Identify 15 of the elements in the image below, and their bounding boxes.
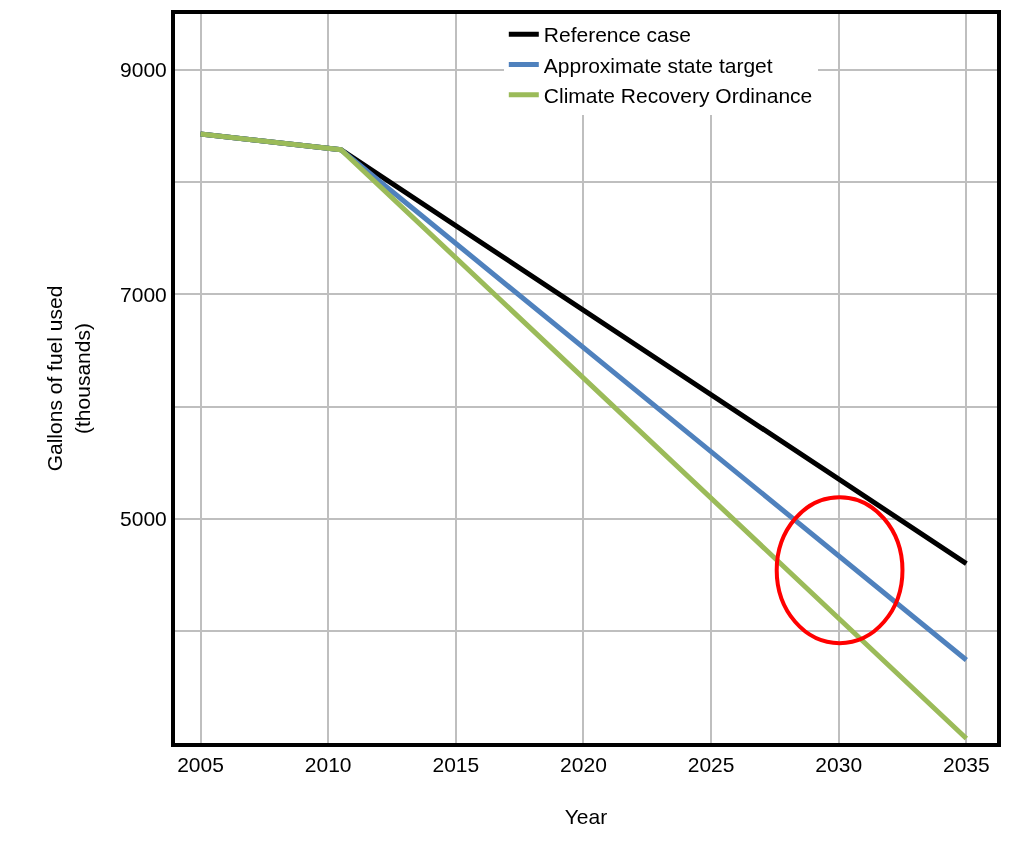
y-tick-label: 5000 — [120, 507, 167, 531]
x-axis-title: Year — [564, 804, 608, 828]
y-tick-label: 9000 — [120, 58, 167, 82]
x-tick-label: 2035 — [943, 753, 990, 777]
y-tick-label: 7000 — [120, 282, 167, 306]
y-axis-title: Gallons of fuel used (thousands) — [43, 285, 94, 472]
legend-label: Approximate state target — [543, 53, 773, 77]
x-tick-label: 2005 — [177, 753, 224, 777]
x-tick-label: 2015 — [432, 753, 480, 777]
legend-label: Climate Recovery Ordinance — [543, 83, 813, 107]
x-tick-label: 2030 — [815, 753, 863, 777]
x-tick-label: 2025 — [687, 753, 735, 777]
x-tick-label: 2020 — [560, 753, 607, 777]
x-tick-label: 2010 — [304, 753, 352, 777]
legend-label: Reference case — [543, 23, 691, 47]
